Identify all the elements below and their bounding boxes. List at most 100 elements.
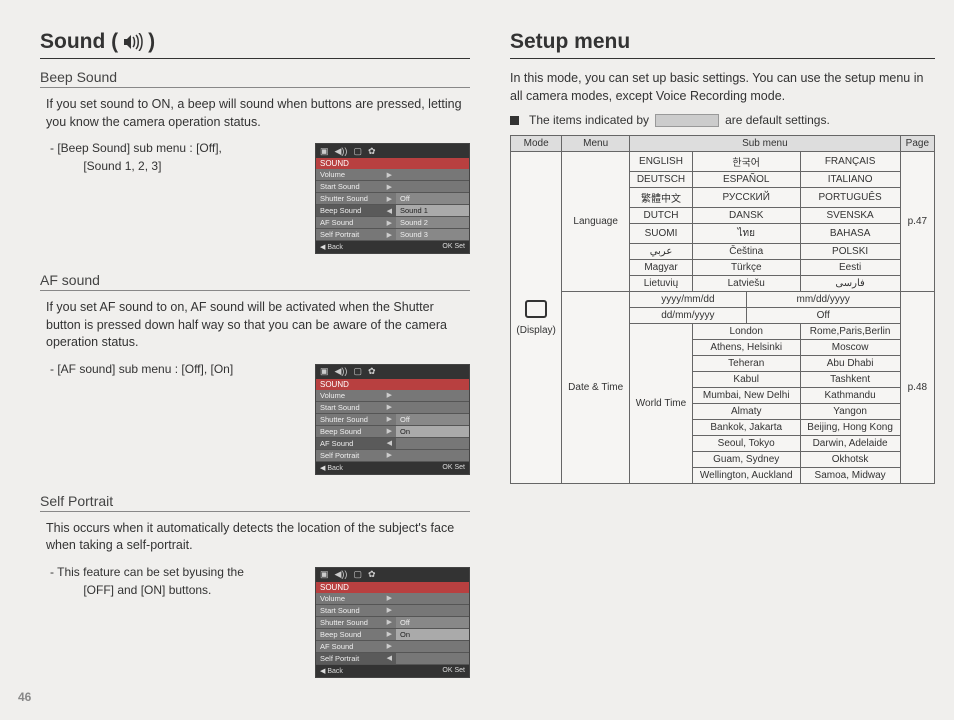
lang-cell: Latviešu bbox=[692, 276, 800, 292]
lcd-menu: ▣◀))▢✿SOUNDVolume▶Start Sound▶Shutter So… bbox=[315, 143, 470, 254]
lcd-left-item[interactable]: Shutter Sound▶ bbox=[316, 617, 396, 628]
lcd-right-item[interactable]: Sound 1 bbox=[396, 205, 469, 216]
lcd-left-item[interactable]: Start Sound▶ bbox=[316, 605, 396, 616]
lcd-left-item[interactable]: Volume▶ bbox=[316, 593, 396, 604]
table-row: Date & Timeyyyy/mm/ddmm/dd/yyyyp.48 bbox=[511, 292, 935, 308]
heading-text-post: ) bbox=[148, 30, 155, 54]
city-cell: Moscow bbox=[800, 340, 900, 356]
lcd-left-item[interactable]: Shutter Sound▶ bbox=[316, 414, 396, 425]
lcd-left-item[interactable]: Beep Sound◀ bbox=[316, 205, 396, 216]
lcd-footer: ◀ Back OK Set bbox=[316, 462, 469, 474]
lcd-left-item[interactable]: Shutter Sound▶ bbox=[316, 193, 396, 204]
city-cell: Wellington, Auckland bbox=[692, 468, 800, 484]
city-cell: Seoul, Tokyo bbox=[692, 436, 800, 452]
lang-cell: Eesti bbox=[800, 260, 900, 276]
menu-cell: Date & Time bbox=[562, 292, 630, 484]
lcd-tabs: ▣◀))▢✿ bbox=[316, 365, 469, 379]
lang-cell: ITALIANO bbox=[800, 172, 900, 188]
lcd-right-item[interactable]: Off bbox=[396, 193, 469, 204]
th-page: Page bbox=[900, 136, 934, 152]
lcd-left-item[interactable]: Volume▶ bbox=[316, 169, 396, 180]
section: Self PortraitThis occurs when it automat… bbox=[40, 493, 470, 678]
lang-cell: DEUTSCH bbox=[630, 172, 693, 188]
lcd-footer: ◀ Back OK Set bbox=[316, 241, 469, 253]
lcd-back[interactable]: ◀ Back bbox=[320, 667, 343, 675]
display-tab-icon: ▢ bbox=[353, 569, 362, 580]
section-body: If you set AF sound to on, AF sound will… bbox=[46, 299, 470, 352]
city-cell: Kathmandu bbox=[800, 388, 900, 404]
lcd-right-item[interactable]: On bbox=[396, 426, 469, 437]
heading-text-pre: Sound ( bbox=[40, 30, 118, 54]
lcd-left-item[interactable]: Self Portrait▶ bbox=[316, 450, 396, 461]
th-sub: Sub menu bbox=[630, 136, 901, 152]
camera-icon: ▣ bbox=[320, 146, 329, 157]
settings-tab-icon: ✿ bbox=[368, 569, 376, 580]
lcd-right-item[interactable]: Sound 2 bbox=[396, 217, 469, 228]
lang-cell: SVENSKA bbox=[800, 208, 900, 224]
lcd-right-item[interactable]: Sound 3 bbox=[396, 229, 469, 240]
lang-cell: РУССКИЙ bbox=[692, 188, 800, 208]
lcd-left-item[interactable]: Self Portrait▶ bbox=[316, 229, 396, 240]
lcd-right-item[interactable]: Off bbox=[396, 414, 469, 425]
lang-cell: عربي bbox=[630, 244, 693, 260]
lcd-row: Shutter Sound▶Off bbox=[316, 617, 469, 629]
submenu-text: - [AF sound] sub menu : [Off], [On] bbox=[50, 360, 305, 378]
lcd-row: Shutter Sound▶Off bbox=[316, 414, 469, 426]
setup-intro: In this mode, you can set up basic setti… bbox=[510, 69, 935, 105]
lcd-left-item[interactable]: AF Sound◀ bbox=[316, 438, 396, 449]
lang-cell: POLSKI bbox=[800, 244, 900, 260]
lcd-menu: ▣◀))▢✿SOUNDVolume▶Start Sound▶Shutter So… bbox=[315, 567, 470, 678]
lcd-row: Start Sound▶ bbox=[316, 181, 469, 193]
city-cell: Beijing, Hong Kong bbox=[800, 420, 900, 436]
lcd-back[interactable]: ◀ Back bbox=[320, 464, 343, 472]
city-cell: Guam, Sydney bbox=[692, 452, 800, 468]
lcd-left-item[interactable]: Start Sound▶ bbox=[316, 181, 396, 192]
section-title: AF sound bbox=[40, 272, 470, 291]
lcd-row: Self Portrait▶ bbox=[316, 450, 469, 462]
lcd-left-item[interactable]: Self Portrait◀ bbox=[316, 653, 396, 664]
lcd-row: Start Sound▶ bbox=[316, 605, 469, 617]
lcd-ok[interactable]: OK Set bbox=[442, 464, 465, 472]
lcd-ok[interactable]: OK Set bbox=[442, 667, 465, 675]
table-row: (Display)LanguageENGLISH한국어FRANÇAISp.47 bbox=[511, 152, 935, 172]
lang-cell: فارسی bbox=[800, 276, 900, 292]
lcd-row: AF Sound◀ bbox=[316, 438, 469, 450]
lang-cell: FRANÇAIS bbox=[800, 152, 900, 172]
sound-tab-icon: ◀)) bbox=[335, 569, 348, 580]
lcd-right-item[interactable]: Off bbox=[396, 617, 469, 628]
lcd-left-item[interactable]: AF Sound▶ bbox=[316, 217, 396, 228]
submenu-text: - [Beep Sound] sub menu : [Off], [Sound … bbox=[50, 139, 305, 175]
lcd-left-item[interactable]: AF Sound▶ bbox=[316, 641, 396, 652]
city-cell: Athens, Helsinki bbox=[692, 340, 800, 356]
default-note: The items indicated by are default setti… bbox=[510, 113, 935, 127]
lang-cell: ไทย bbox=[692, 224, 800, 244]
city-cell: Rome,Paris,Berlin bbox=[800, 324, 900, 340]
lang-cell: DUTCH bbox=[630, 208, 693, 224]
mode-cell: (Display) bbox=[511, 152, 562, 484]
lcd-left-item[interactable]: Beep Sound▶ bbox=[316, 629, 396, 640]
lcd-row: Volume▶ bbox=[316, 390, 469, 402]
format-cell: Off bbox=[746, 308, 900, 324]
lcd-row: Shutter Sound▶Off bbox=[316, 193, 469, 205]
lcd-head: SOUND bbox=[316, 379, 469, 390]
lcd-menu: ▣◀))▢✿SOUNDVolume▶Start Sound▶Shutter So… bbox=[315, 364, 470, 475]
lcd-left-item[interactable]: Beep Sound▶ bbox=[316, 426, 396, 437]
lcd-back[interactable]: ◀ Back bbox=[320, 243, 343, 251]
city-cell: Yangon bbox=[800, 404, 900, 420]
lcd-right-item[interactable]: On bbox=[396, 629, 469, 640]
city-cell: Abu Dhabi bbox=[800, 356, 900, 372]
camera-icon: ▣ bbox=[320, 569, 329, 580]
lcd-row: Beep Sound▶On bbox=[316, 629, 469, 641]
display-tab-icon: ▢ bbox=[353, 146, 362, 157]
lcd-left-item[interactable]: Start Sound▶ bbox=[316, 402, 396, 413]
lang-cell: Magyar bbox=[630, 260, 693, 276]
submenu-text: - This feature can be set byusing the [O… bbox=[50, 563, 305, 599]
lcd-row: Self Portrait▶Sound 3 bbox=[316, 229, 469, 241]
section: AF sound If you set AF sound to on, AF so… bbox=[40, 272, 470, 475]
lang-cell: SUOMI bbox=[630, 224, 693, 244]
lcd-left-item[interactable]: Volume▶ bbox=[316, 390, 396, 401]
lcd-footer: ◀ Back OK Set bbox=[316, 665, 469, 677]
lcd-ok[interactable]: OK Set bbox=[442, 243, 465, 251]
display-icon bbox=[525, 300, 547, 318]
worldtime-cell: World Time bbox=[630, 324, 693, 484]
